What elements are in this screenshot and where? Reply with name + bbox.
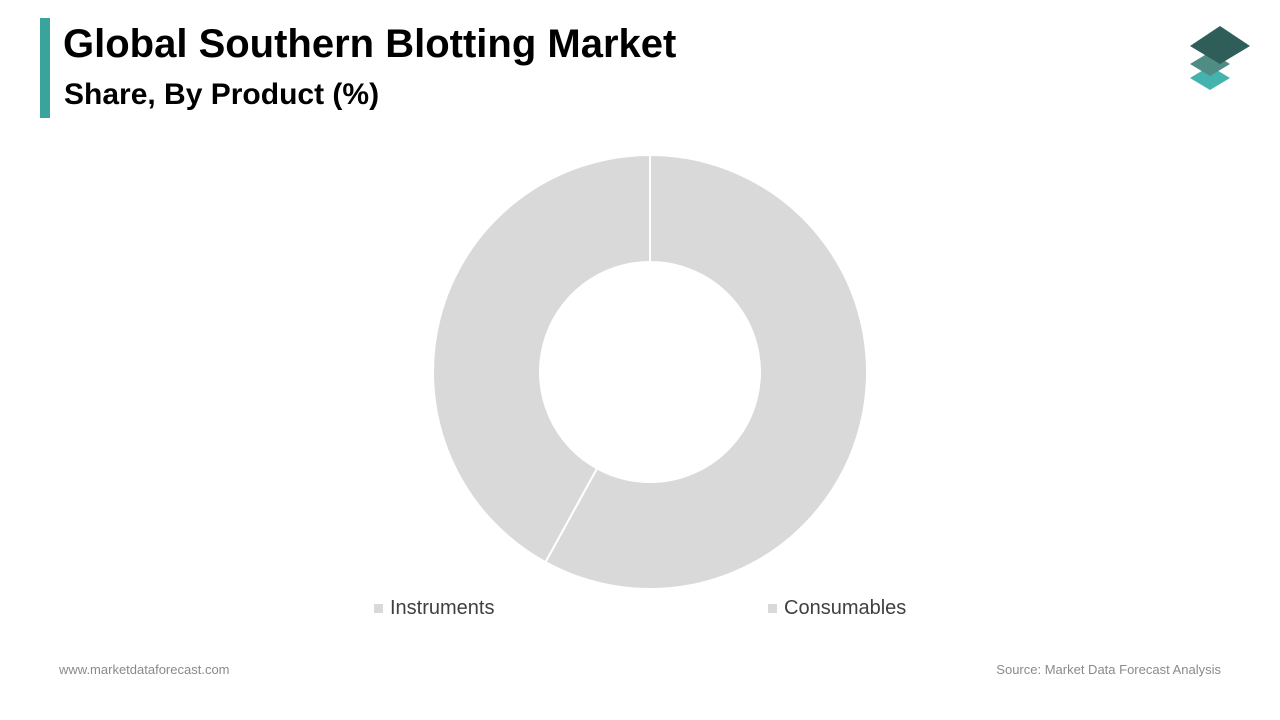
legend-item-instruments: Instruments [374, 596, 494, 620]
logo-layer-bottom [1190, 66, 1230, 90]
legend-label: Consumables [784, 596, 907, 619]
donut-slice-instruments [431, 153, 651, 564]
footer-source: Source: Market Data Forecast Analysis [996, 662, 1221, 677]
logo-icon [1190, 26, 1250, 90]
legend-label: Instruments [390, 596, 495, 619]
donut-slice-consumables [544, 153, 868, 590]
footer-website: www.marketdataforecast.com [59, 662, 230, 677]
legend-swatch [768, 603, 777, 613]
chart-subtitle: Share, By Product (%) [64, 78, 380, 111]
legend-item-consumables: Consumables [768, 596, 906, 620]
donut-slices [431, 153, 868, 590]
legend-swatch [374, 603, 383, 613]
title-accent-bar [40, 18, 50, 118]
chart-title: Global Southern Blotting Market [63, 22, 677, 66]
logo-layer-top [1190, 26, 1250, 64]
